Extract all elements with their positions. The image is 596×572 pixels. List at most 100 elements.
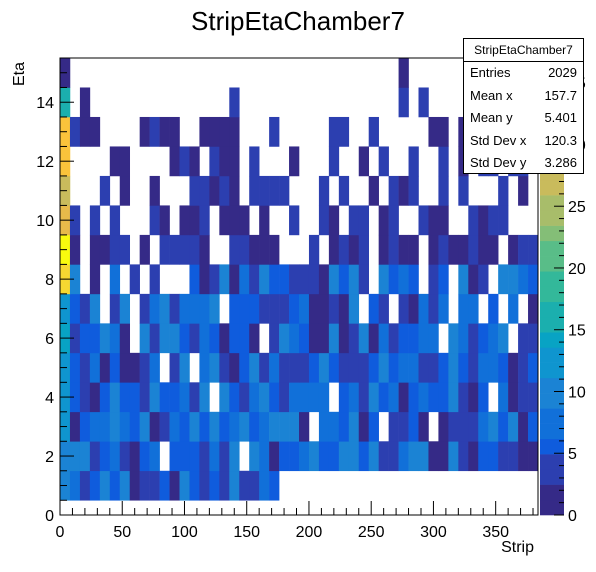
heatmap-cell bbox=[448, 352, 459, 383]
heatmap-cell bbox=[69, 382, 81, 413]
z-tick-label: 5 bbox=[568, 446, 577, 463]
heatmap-cell bbox=[318, 382, 330, 413]
heatmap-cell bbox=[378, 352, 389, 383]
stats-entries: Entries 2029 bbox=[464, 62, 583, 85]
heatmap-cell bbox=[458, 441, 469, 472]
heatmap-cell bbox=[209, 470, 220, 501]
heatmap-cell bbox=[398, 58, 409, 88]
heatmap-cell bbox=[418, 382, 429, 413]
heatmap-cell bbox=[99, 323, 111, 354]
heatmap-cell bbox=[239, 352, 250, 383]
y-tick-label: 14 bbox=[36, 95, 54, 112]
heatmap-cell bbox=[269, 323, 280, 354]
heatmap-cell bbox=[279, 382, 290, 413]
heatmap-cell bbox=[79, 470, 91, 501]
heatmap-cell bbox=[438, 441, 449, 472]
heatmap-cell bbox=[398, 293, 409, 324]
heatmap-cell bbox=[488, 293, 499, 324]
heatmap-cell bbox=[408, 352, 419, 383]
heatmap-cell bbox=[418, 205, 429, 236]
heatmap-cell bbox=[378, 382, 389, 413]
heatmap-cell bbox=[428, 323, 439, 354]
heatmap-cell bbox=[299, 441, 310, 472]
heatmap-cell bbox=[229, 441, 240, 472]
heatmap-cell bbox=[398, 323, 409, 354]
heatmap-cell bbox=[79, 411, 91, 442]
heatmap-cell bbox=[468, 205, 479, 236]
heatmap-cell bbox=[259, 382, 270, 413]
heatmap-cell bbox=[438, 146, 449, 177]
heatmap-cell bbox=[388, 264, 399, 295]
heatmap-cell bbox=[259, 411, 270, 442]
heatmap-cell bbox=[448, 411, 459, 442]
heatmap-cell bbox=[388, 234, 399, 265]
heatmap-cell bbox=[428, 441, 439, 472]
heatmap-cell bbox=[488, 234, 499, 265]
stats-mean-x: Mean x 157.7 bbox=[464, 85, 583, 108]
heatmap-cell bbox=[89, 264, 101, 295]
heatmap-cell bbox=[99, 382, 111, 413]
stats-box: StripEtaChamber7 Entries 2029 Mean x 157.7… bbox=[463, 38, 584, 174]
heatmap-cell bbox=[189, 441, 200, 472]
heatmap-cell bbox=[308, 264, 320, 295]
heatmap-cell bbox=[199, 116, 210, 147]
heatmap-cell bbox=[358, 146, 370, 177]
heatmap-cell bbox=[518, 352, 529, 383]
heatmap-cell bbox=[159, 234, 170, 265]
heatmap-cell bbox=[428, 264, 439, 295]
heatmap-cell bbox=[209, 352, 220, 383]
heatmap-cell bbox=[388, 382, 399, 413]
heatmap-cell bbox=[179, 146, 190, 177]
chart-title: StripEtaChamber7 bbox=[191, 6, 405, 36]
heatmap-cell bbox=[279, 264, 290, 295]
heatmap-cell bbox=[219, 441, 230, 472]
heatmap-cell bbox=[458, 175, 469, 206]
heatmap-cell bbox=[328, 146, 340, 177]
heatmap-cell bbox=[229, 116, 240, 147]
heatmap-cell bbox=[408, 293, 419, 324]
heatmap-cell bbox=[468, 382, 479, 413]
heatmap-cell bbox=[79, 293, 91, 324]
heatmap-cell bbox=[139, 411, 150, 442]
heatmap-cell bbox=[129, 441, 140, 472]
heatmap-cell bbox=[119, 234, 131, 265]
heatmap-cell bbox=[159, 205, 170, 236]
heatmap-cell bbox=[109, 293, 121, 324]
heatmap-cell bbox=[279, 323, 290, 354]
heatmap-cell bbox=[139, 323, 150, 354]
heatmap-cell bbox=[458, 234, 469, 265]
stats-std-y-value: 3.286 bbox=[544, 155, 577, 170]
stats-mean-y: Mean y 5.401 bbox=[464, 107, 583, 130]
heatmap-cell bbox=[179, 205, 190, 236]
heatmap-cell bbox=[239, 293, 250, 324]
heatmap-cell bbox=[279, 441, 290, 472]
heatmap-cell bbox=[328, 293, 340, 324]
heatmap-cell bbox=[199, 175, 210, 206]
heatmap-cell bbox=[189, 146, 200, 177]
heatmap-cell bbox=[269, 411, 280, 442]
heatmap-cell bbox=[458, 264, 469, 295]
heatmap-cell bbox=[109, 234, 121, 265]
heatmap-cell bbox=[358, 382, 370, 413]
z-tick-label: 0 bbox=[568, 508, 577, 525]
heatmap-cell bbox=[139, 116, 150, 147]
heatmap-cell bbox=[209, 146, 220, 177]
heatmap-cell bbox=[398, 411, 409, 442]
heatmap-cell bbox=[448, 382, 459, 413]
heatmap-cell bbox=[209, 175, 220, 206]
heatmap-cell bbox=[259, 205, 270, 236]
heatmap-cell bbox=[89, 323, 101, 354]
heatmap-cell bbox=[408, 323, 419, 354]
heatmap-cell bbox=[109, 441, 121, 472]
heatmap-cell bbox=[528, 411, 539, 442]
heatmap-cell bbox=[299, 293, 310, 324]
heatmap-cell bbox=[199, 264, 210, 295]
heatmap-cell bbox=[199, 352, 210, 383]
heatmap-cell bbox=[69, 323, 81, 354]
x-tick-label: 50 bbox=[113, 524, 131, 541]
heatmap-cell bbox=[169, 382, 180, 413]
y-tick-label: 4 bbox=[45, 390, 54, 407]
heatmap-cell bbox=[338, 264, 350, 295]
z-tick-label: 10 bbox=[568, 384, 586, 401]
heatmap-cell bbox=[69, 441, 81, 472]
